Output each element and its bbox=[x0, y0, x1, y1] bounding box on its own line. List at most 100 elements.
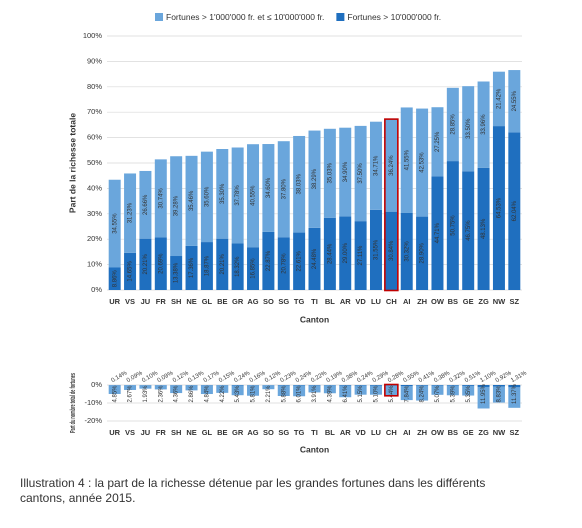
value-label: 62.04% bbox=[512, 200, 518, 221]
legend-swatch bbox=[155, 13, 163, 21]
x-tick-label: TI bbox=[311, 297, 318, 306]
y-tick-label: 60% bbox=[87, 133, 102, 142]
bar-segment bbox=[339, 127, 352, 217]
value-label: 64.53% bbox=[497, 197, 503, 218]
value-label: 0.19% bbox=[326, 370, 344, 384]
value-label: 2.21% bbox=[266, 385, 272, 403]
y-tick-label: -20% bbox=[84, 416, 102, 425]
bar-segment bbox=[247, 247, 260, 290]
value-label: 35.46% bbox=[189, 190, 195, 211]
bar-segment bbox=[462, 86, 475, 172]
bar-segment bbox=[462, 385, 475, 396]
value-label: 22.87% bbox=[266, 250, 272, 271]
x-tick-label: SH bbox=[171, 428, 181, 437]
value-label: 5.39% bbox=[450, 385, 456, 403]
value-label: 20.69% bbox=[158, 253, 164, 274]
value-label: 4.22% bbox=[220, 385, 226, 403]
bar-segment bbox=[124, 385, 137, 390]
bar-segment bbox=[446, 385, 459, 386]
value-label: 17.36% bbox=[189, 257, 195, 278]
bar-segment bbox=[354, 125, 367, 222]
highlight-frame bbox=[384, 118, 399, 292]
x-tick-label: LU bbox=[371, 428, 381, 437]
value-label: 11.37% bbox=[512, 383, 518, 404]
bar-segment bbox=[139, 170, 152, 239]
value-label: 2.86% bbox=[189, 385, 195, 403]
value-label: 14.65% bbox=[128, 261, 134, 282]
x-tick-label: GL bbox=[202, 428, 213, 437]
y-tick-label: 0% bbox=[91, 285, 102, 294]
x-tick-label: AG bbox=[247, 428, 258, 437]
bar-segment bbox=[477, 167, 490, 290]
y-axis-label: Part du nombre total de fortunes bbox=[68, 373, 77, 433]
value-label: 26.66% bbox=[143, 194, 149, 215]
value-label: 20.21% bbox=[143, 253, 149, 274]
x-tick-label: OW bbox=[431, 297, 445, 306]
value-label: 50.75% bbox=[450, 215, 456, 236]
value-label: 6.41% bbox=[343, 385, 349, 403]
bar-segment bbox=[431, 385, 444, 386]
x-tick-label: ZG bbox=[478, 428, 489, 437]
bar-segment bbox=[339, 385, 352, 398]
x-tick-label: BL bbox=[325, 428, 335, 437]
bar-segment bbox=[416, 385, 429, 386]
value-label: 1.93% bbox=[143, 385, 149, 403]
y-tick-label: 0% bbox=[91, 380, 102, 389]
x-tick-label: AI bbox=[403, 428, 411, 437]
value-label: 30.74% bbox=[158, 188, 164, 209]
value-label: 0.23% bbox=[280, 370, 298, 384]
bar-segment bbox=[369, 209, 382, 290]
bar-segment bbox=[416, 216, 429, 290]
bar-segment bbox=[231, 243, 244, 290]
bar-segment bbox=[492, 126, 505, 290]
bar-segment bbox=[293, 135, 306, 233]
y-tick-label: 70% bbox=[87, 107, 102, 116]
x-tick-label: NE bbox=[186, 297, 196, 306]
x-tick-label: UR bbox=[109, 297, 120, 306]
value-label: 34.90% bbox=[343, 161, 349, 182]
bar-segment bbox=[416, 385, 429, 401]
x-tick-label: TI bbox=[311, 428, 318, 437]
caption-line: Illustration 4 : la part de la richesse … bbox=[20, 476, 485, 490]
value-label: 34.71% bbox=[374, 155, 380, 176]
value-label: 2.36% bbox=[158, 385, 164, 403]
x-tick-label: GE bbox=[463, 428, 474, 437]
value-label: 39.28% bbox=[174, 195, 180, 216]
value-label: 18.32% bbox=[235, 256, 241, 277]
x-tick-label: UR bbox=[109, 428, 120, 437]
x-tick-label: AG bbox=[247, 297, 258, 306]
value-label: 5.35% bbox=[466, 385, 472, 403]
bar-segment bbox=[262, 231, 275, 290]
bar-segment bbox=[492, 386, 505, 403]
bar-segment bbox=[354, 221, 367, 290]
value-label: 27.25% bbox=[435, 131, 441, 152]
bar-segment bbox=[139, 385, 152, 389]
y-axis-label: Part de la richesse totale bbox=[67, 113, 77, 213]
bar-segment bbox=[231, 147, 244, 244]
bar-segment bbox=[154, 385, 167, 390]
bar-segment bbox=[124, 252, 137, 290]
value-label: 8.83% bbox=[497, 385, 503, 403]
bar-segment bbox=[400, 385, 413, 401]
bar-segment bbox=[477, 385, 490, 387]
bar-segment bbox=[400, 107, 413, 213]
bar-segment bbox=[385, 385, 398, 396]
legend-label: Fortunes > 1'000'000 fr. et ≤ 10'000'000… bbox=[166, 12, 324, 22]
value-label: 35.30% bbox=[220, 183, 226, 204]
highlight-frame bbox=[384, 383, 399, 397]
bar-segment bbox=[262, 385, 275, 390]
value-label: 30.84% bbox=[389, 240, 395, 261]
value-label: 0.09% bbox=[126, 370, 144, 384]
value-label: 0.55% bbox=[403, 370, 421, 384]
x-tick-label: TG bbox=[294, 428, 305, 437]
x-tick-label: ZG bbox=[478, 297, 489, 306]
value-label: 0.24% bbox=[356, 370, 374, 384]
x-tick-label: VS bbox=[125, 428, 135, 437]
value-label: 11.95% bbox=[481, 383, 487, 404]
x-tick-label: JU bbox=[141, 428, 151, 437]
value-label: 20.21% bbox=[220, 253, 226, 274]
value-label: 5.43% bbox=[235, 385, 241, 403]
value-label: 28.44% bbox=[327, 243, 333, 264]
bar-segment bbox=[231, 385, 244, 396]
value-label: 48.13% bbox=[481, 218, 487, 239]
